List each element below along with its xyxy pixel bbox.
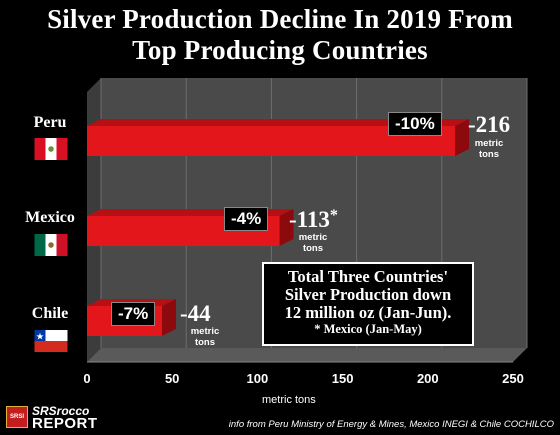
note-line1: Total Three Countries' xyxy=(287,267,449,286)
note-line2: Silver Production down xyxy=(284,285,452,304)
mexico-flag-icon xyxy=(34,234,68,256)
bar-end-peru xyxy=(455,119,470,156)
bar-end-mexico xyxy=(279,209,294,246)
x-axis-title: metric tons xyxy=(262,394,316,406)
x-tick-label-5: 250 xyxy=(502,371,524,386)
value-asterisk-mexico: * xyxy=(329,207,338,224)
chart-title-line1: Silver Production Decline In 2019 From xyxy=(47,4,513,34)
source-note: info from Peru Ministry of Energy & Mine… xyxy=(228,419,554,430)
category-label-chile: Chile xyxy=(31,305,69,322)
logo-badge-icon: SRSI xyxy=(6,406,28,428)
plot-floor xyxy=(87,348,527,362)
bar-end-chile xyxy=(161,299,176,336)
summary-note-box: Total Three Countries' Silver Production… xyxy=(262,262,474,346)
bar-top-peru xyxy=(87,119,470,126)
srsrocco-logo: SRSI SRSrocco REPORT xyxy=(6,404,118,432)
chart-title: Silver Production Decline In 2019 From T… xyxy=(0,4,560,66)
logo-line1: SRSrocco xyxy=(32,404,90,418)
value-unit-chile: metric tons xyxy=(190,326,220,348)
percent-label-mexico: -4% xyxy=(224,207,269,231)
percent-label-chile: -7% xyxy=(111,302,156,326)
logo-line2: REPORT xyxy=(32,415,98,432)
bar-peru xyxy=(87,119,470,156)
peru-flag-icon xyxy=(34,138,68,160)
chart-title-line2: Top Producing Countries xyxy=(132,35,428,65)
value-unit-mexico: metric tons xyxy=(298,232,328,254)
x-tick-label-0: 0 xyxy=(83,371,90,386)
category-label-mexico: Mexico xyxy=(25,209,75,226)
x-tick-label-3: 150 xyxy=(332,371,354,386)
note-line3: 12 million oz (Jan-Jun). xyxy=(284,303,452,322)
chile-flag-icon xyxy=(34,330,68,352)
percent-label-peru: -10% xyxy=(388,112,442,136)
value-label-peru: -216 xyxy=(468,112,510,138)
value-label-chile: -44 xyxy=(180,301,211,327)
x-tick-label-4: 200 xyxy=(417,371,439,386)
x-tick-label-2: 100 xyxy=(247,371,269,386)
x-tick-label-1: 50 xyxy=(165,371,179,386)
value-number-chile: -44 xyxy=(180,301,211,326)
value-number-peru: -216 xyxy=(468,112,511,137)
category-label-peru: Peru xyxy=(33,114,67,131)
value-label-mexico: -113* xyxy=(289,207,338,233)
value-number-mexico: -113 xyxy=(289,207,330,232)
value-unit-peru: metric tons xyxy=(474,138,504,160)
note-line4: * Mexico (Jan-May) xyxy=(314,322,422,336)
